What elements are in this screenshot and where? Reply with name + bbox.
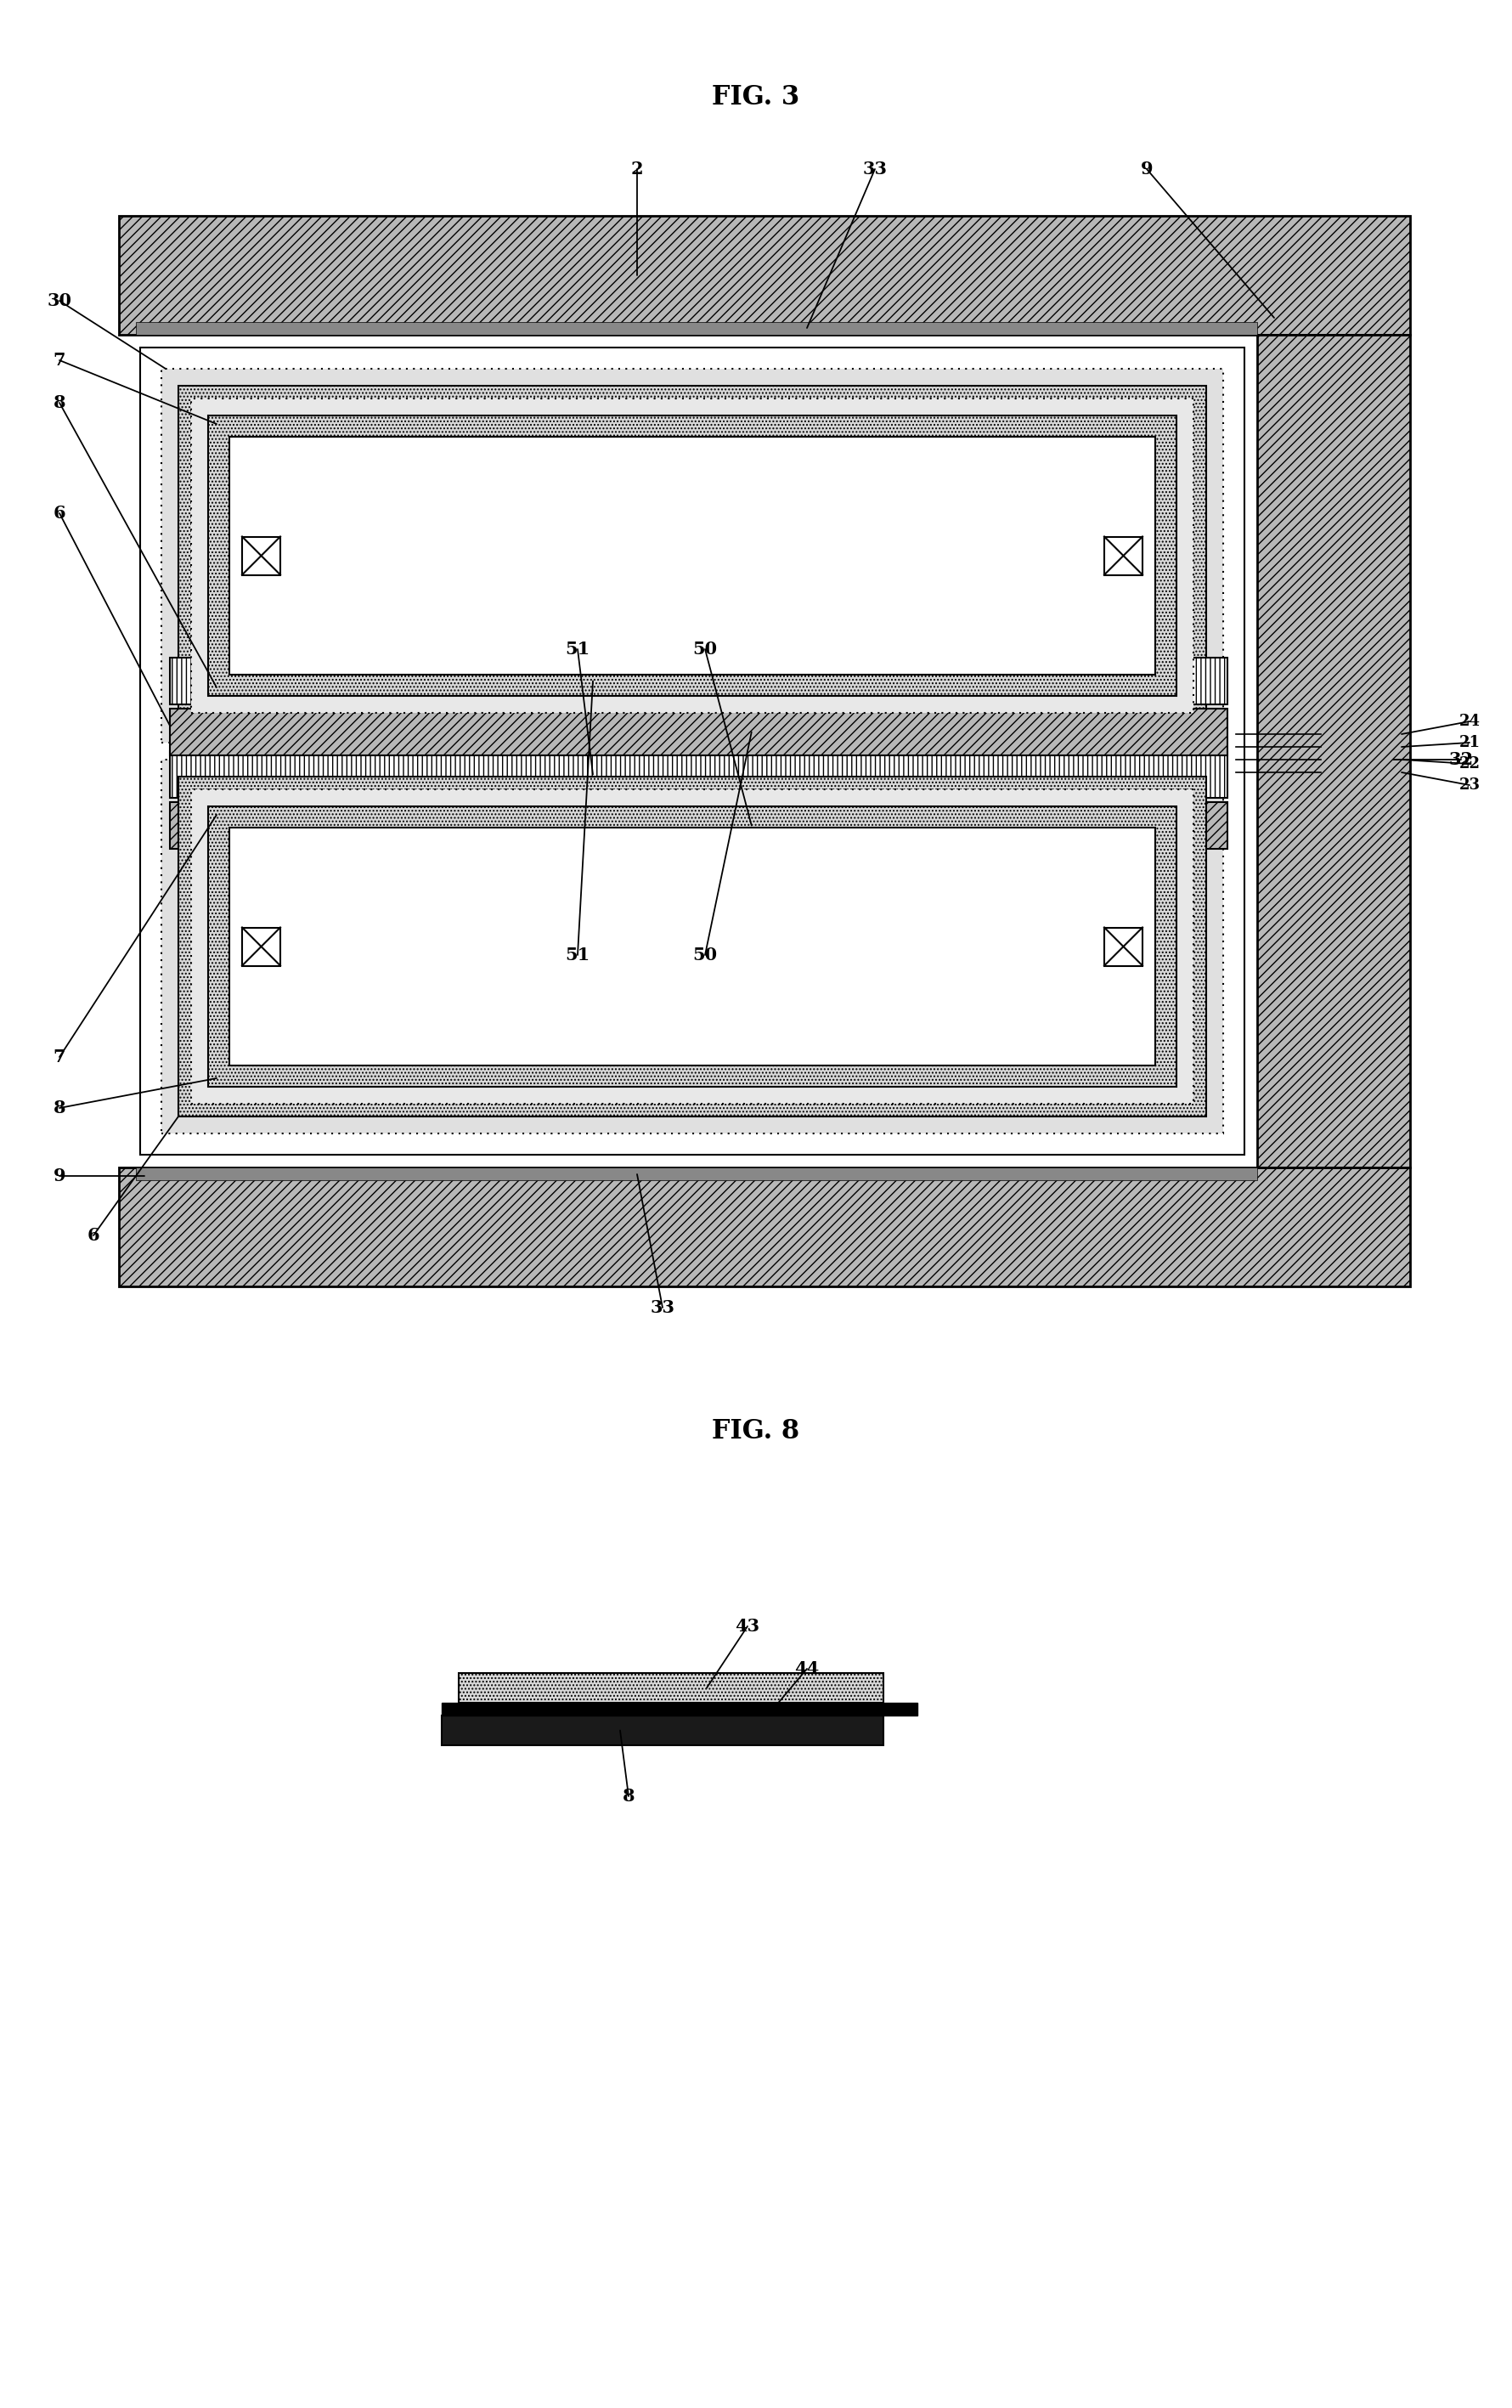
Text: 50: 50 <box>692 641 717 657</box>
Bar <box>1256 335 1411 1168</box>
Bar <box>119 1168 1411 1286</box>
Text: 6: 6 <box>88 1228 100 1245</box>
Bar <box>1104 537 1143 576</box>
Bar <box>136 1168 1256 1180</box>
Text: 7: 7 <box>53 352 65 368</box>
Bar <box>178 778 1207 1117</box>
Bar <box>169 751 1228 797</box>
Text: 9: 9 <box>1140 161 1154 178</box>
Text: 30: 30 <box>47 291 71 308</box>
Bar <box>442 1702 918 1714</box>
Bar <box>191 790 1193 1103</box>
Bar <box>162 759 1223 1134</box>
Text: 50: 50 <box>692 946 717 963</box>
Text: 24: 24 <box>1459 713 1480 730</box>
Bar <box>162 368 1223 742</box>
Bar <box>242 537 280 576</box>
Bar <box>178 385 1207 725</box>
Bar <box>209 417 1176 696</box>
Text: FIG. 3: FIG. 3 <box>712 84 800 111</box>
Bar <box>230 828 1155 1064</box>
Text: 51: 51 <box>565 946 590 963</box>
Text: 33: 33 <box>863 161 888 178</box>
Bar <box>169 708 1228 756</box>
Bar <box>242 927 280 966</box>
Text: FIG. 8: FIG. 8 <box>712 1418 800 1445</box>
Bar <box>458 1674 883 1702</box>
Text: 23: 23 <box>1459 778 1480 792</box>
Text: 33: 33 <box>650 1300 674 1317</box>
Text: 51: 51 <box>565 641 590 657</box>
Text: 43: 43 <box>735 1618 761 1635</box>
Text: 8: 8 <box>53 1100 65 1117</box>
Bar <box>141 347 1244 1156</box>
Bar <box>119 217 1411 335</box>
Text: 21: 21 <box>1459 734 1480 751</box>
Text: 7: 7 <box>53 1047 65 1064</box>
Text: 32: 32 <box>1448 751 1473 768</box>
Text: 8: 8 <box>53 395 65 412</box>
Bar <box>230 436 1155 674</box>
Bar <box>191 397 1193 713</box>
Text: 22: 22 <box>1459 756 1480 771</box>
Text: 8: 8 <box>623 1787 635 1804</box>
Text: 44: 44 <box>794 1659 820 1678</box>
Bar <box>169 802 1228 850</box>
Bar <box>209 807 1176 1086</box>
Bar <box>169 657 1228 706</box>
Text: 6: 6 <box>53 506 65 523</box>
Bar <box>442 1714 883 1746</box>
Text: 2: 2 <box>631 161 643 178</box>
Bar <box>1104 927 1143 966</box>
Bar <box>136 323 1256 335</box>
Text: 9: 9 <box>53 1168 65 1185</box>
